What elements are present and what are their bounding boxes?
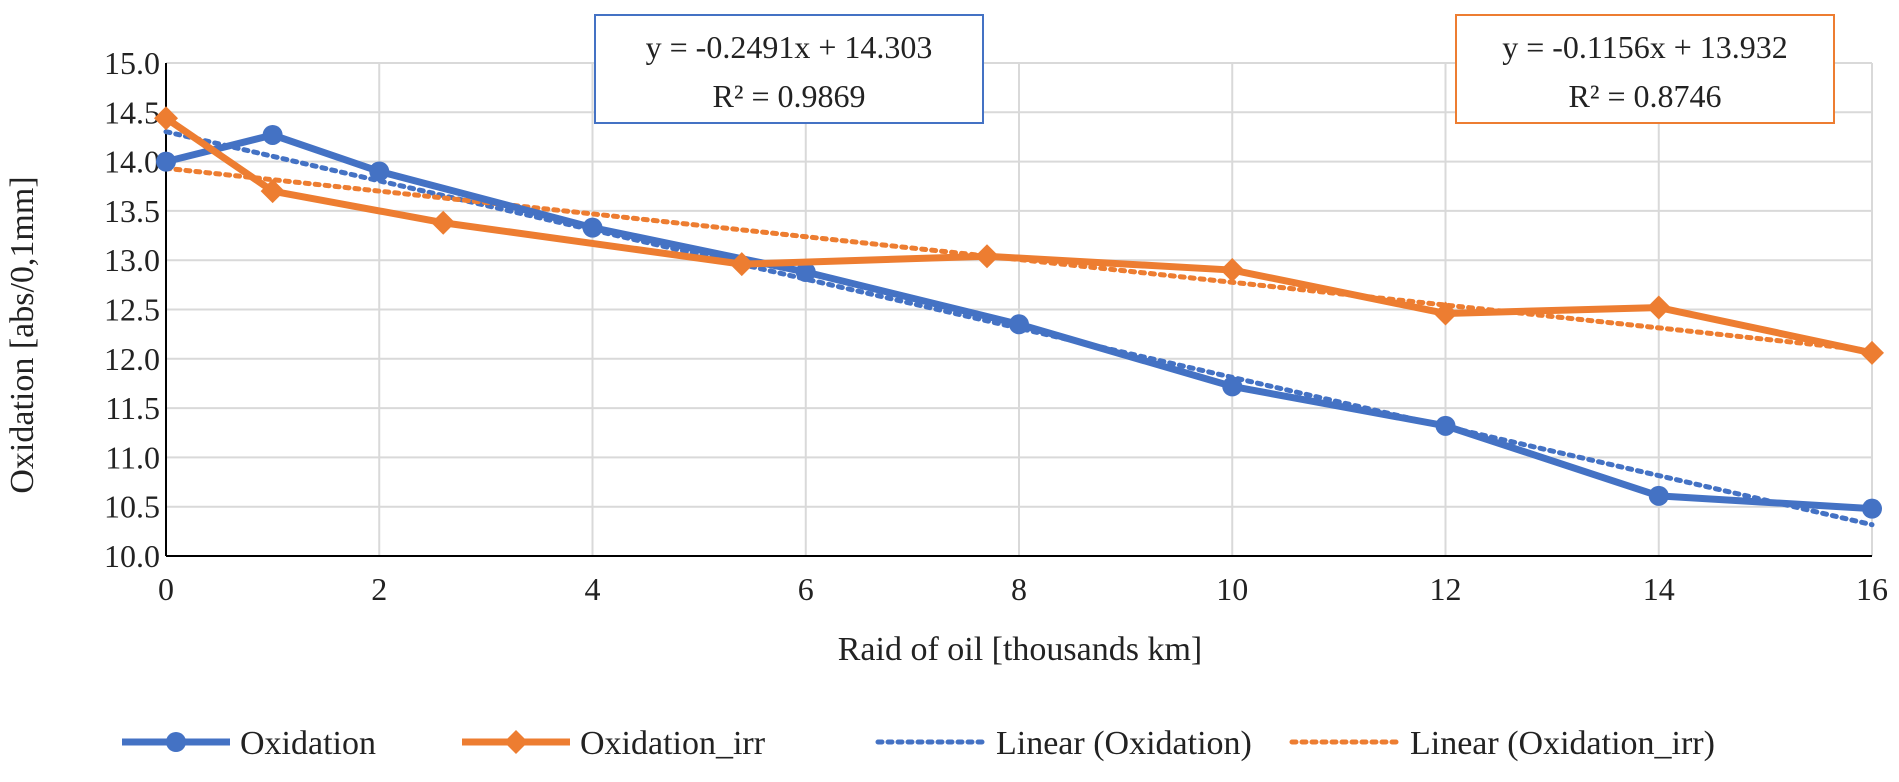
series-line	[165, 131, 1873, 513]
equation-box-border	[594, 14, 984, 124]
data-point-circle	[1648, 485, 1669, 506]
equation-box-border	[1455, 14, 1835, 124]
data-point-circle	[156, 151, 176, 172]
data-point-diamond	[1433, 301, 1458, 326]
r-squared-line: R² = 0.9869	[713, 78, 866, 114]
data-series	[154, 106, 1884, 519]
data-point-diamond	[154, 106, 178, 131]
data-point-circle	[795, 262, 816, 283]
x-tick-label: 16	[1856, 571, 1888, 607]
data-point-diamond	[1860, 340, 1884, 365]
legend: Oxidation Oxidation_irr Linear (Oxidation)…	[122, 725, 1715, 762]
y-tick-label: 14.0	[104, 144, 160, 180]
x-tick-label: 8	[1011, 571, 1027, 607]
legend-label: Oxidation_irr	[580, 725, 766, 762]
y-tick-label: 13.0	[104, 242, 160, 278]
x-tick-label: 0	[158, 571, 174, 607]
data-point-diamond	[1220, 258, 1245, 283]
data-point-circle	[262, 124, 283, 145]
y-tick-label: 12.5	[104, 292, 160, 328]
x-tick-label: 10	[1216, 571, 1248, 607]
data-point-circle	[582, 217, 603, 238]
legend-item: Oxidation_irr	[462, 725, 766, 762]
y-tick-label: 10.5	[104, 489, 160, 525]
y-tick-label: 15.0	[104, 45, 160, 81]
data-point-circle	[369, 161, 390, 182]
equation-annotations: y = -0.2491x + 14.303 R² = 0.9869 y = -0.1…	[594, 14, 1835, 124]
legend-marker-circle	[166, 732, 186, 752]
y-tick-label: 11.0	[105, 439, 160, 475]
data-point-diamond	[975, 244, 1000, 269]
y-tick-label: 13.5	[104, 193, 160, 229]
y-tick-label: 14.5	[104, 94, 160, 130]
x-tick-label: 12	[1430, 571, 1462, 607]
legend-label: Linear (Oxidation_irr)	[1410, 725, 1715, 762]
x-axis-title: Raid of oil [thousands km]	[838, 631, 1203, 668]
data-point-diamond	[1646, 295, 1671, 320]
data-point-circle	[1009, 314, 1029, 335]
y-tick-label: 11.5	[105, 390, 160, 426]
tick-labels: 10.0 10.5 11.0 11.5 12.0 12.5 13.0 13.5 14.0 14.5…	[104, 45, 1888, 607]
legend-item: Linear (Oxidation)	[875, 725, 1252, 762]
y-tick-label: 10.0	[104, 538, 160, 574]
data-point-circle	[1435, 415, 1456, 436]
equation-line: y = -0.1156x + 13.932	[1502, 29, 1788, 65]
x-tick-label: 14	[1643, 571, 1675, 607]
x-tick-label: 2	[371, 571, 387, 607]
series-oxidation	[156, 124, 1882, 519]
data-point-diamond	[431, 210, 456, 235]
series-oxidation-irr	[154, 106, 1884, 365]
y-axis-title: Oxidation [abs/0,1mm]	[4, 176, 41, 493]
axes	[165, 63, 1872, 557]
data-point-diamond	[260, 179, 285, 204]
x-tick-label: 6	[798, 571, 814, 607]
equation-box: y = -0.1156x + 13.932 R² = 0.8746	[1455, 14, 1835, 124]
r-squared-line: R² = 0.8746	[1569, 78, 1722, 114]
y-tick-label: 12.0	[104, 341, 160, 377]
legend-item: Linear (Oxidation_irr)	[1289, 725, 1715, 762]
data-point-circle	[1862, 498, 1882, 519]
x-tick-label: 4	[585, 571, 601, 607]
legend-marker-diamond	[504, 730, 528, 754]
legend-label: Linear (Oxidation)	[996, 725, 1252, 762]
legend-label: Oxidation	[240, 725, 376, 762]
equation-box: y = -0.2491x + 14.303 R² = 0.9869	[594, 14, 984, 124]
equation-line: y = -0.2491x + 14.303	[646, 29, 933, 65]
data-point-circle	[1222, 376, 1243, 397]
data-point-diamond	[729, 252, 754, 277]
legend-item: Oxidation	[122, 725, 376, 762]
